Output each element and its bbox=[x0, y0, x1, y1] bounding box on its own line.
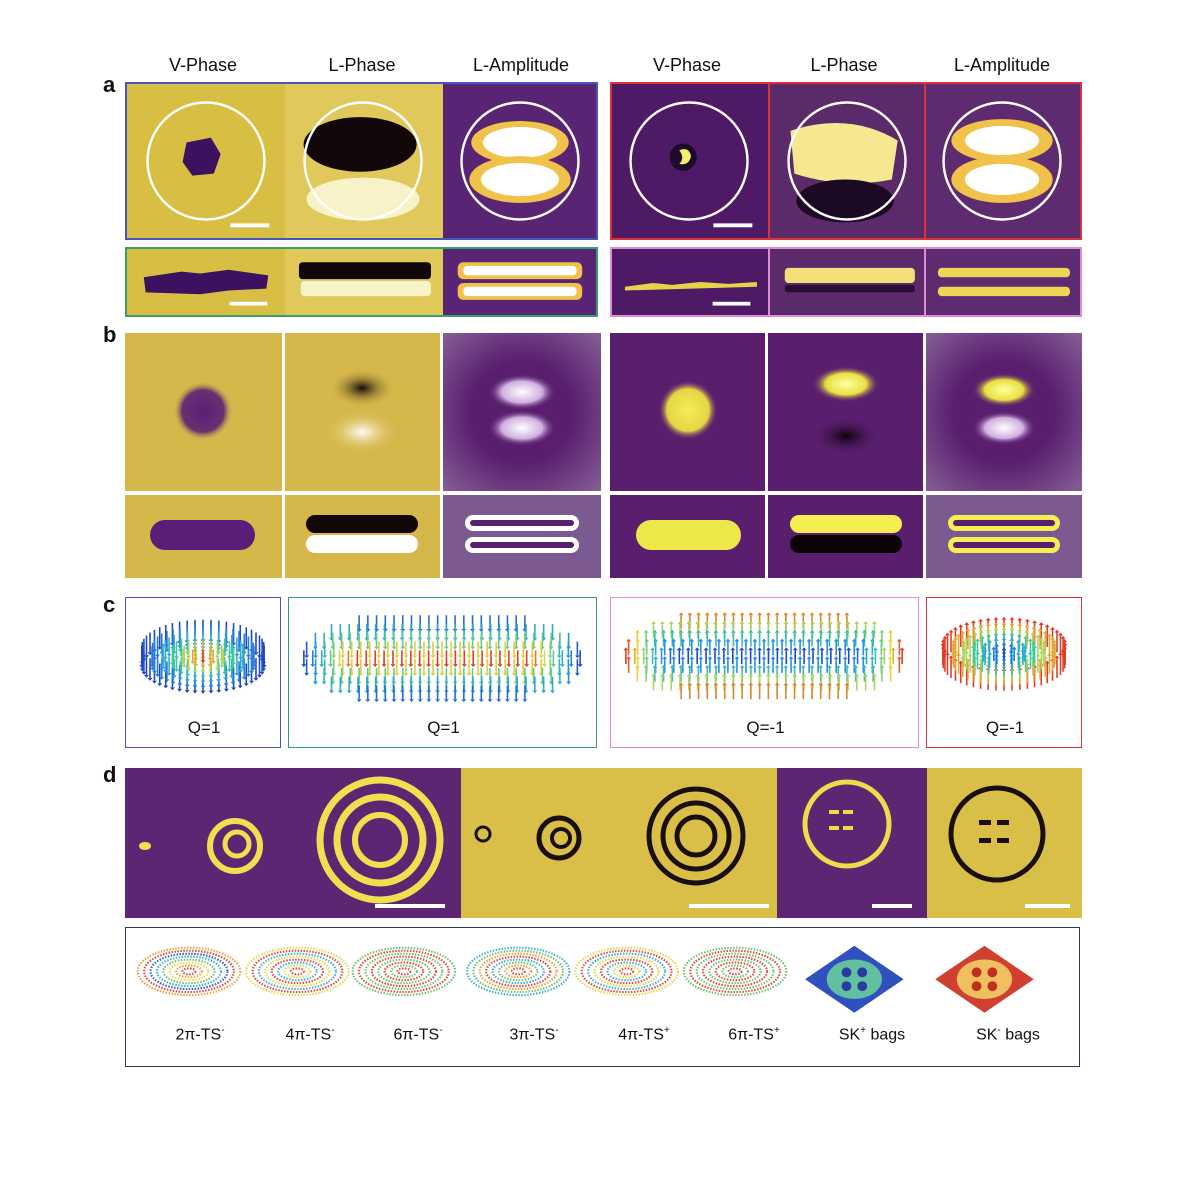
a-v-phase-antiskyrmion-tile bbox=[610, 82, 768, 240]
a-l-phase-antibimeron-tile bbox=[768, 247, 924, 317]
header-l-amplitude-right: L-Amplitude bbox=[953, 55, 1051, 75]
header-l-amplitude-left: L-Amplitude bbox=[472, 55, 570, 75]
b-l-amplitude-antibimeron-sim bbox=[926, 495, 1082, 578]
header-l-phase-right: L-Phase bbox=[810, 55, 878, 75]
d-label-0: 2π-TS- bbox=[175, 1025, 225, 1044]
d-image-sk-bag-pos bbox=[777, 768, 927, 918]
c-skyrmion-box bbox=[125, 597, 281, 748]
d-image-target-skyrmions-pos bbox=[461, 768, 777, 918]
a-l-amplitude-skyrmion-tile bbox=[443, 82, 598, 240]
c-antibimeron-spin-texture bbox=[623, 612, 905, 700]
panel-label-c: c bbox=[103, 592, 116, 617]
panel-label-d: d bbox=[103, 762, 117, 787]
d-image-sk-bag-neg bbox=[927, 768, 1082, 918]
c-bimeron-box bbox=[288, 597, 597, 748]
c-label-antibimeron: Q=-1 bbox=[746, 718, 785, 737]
a-v-phase-antibimeron-tile bbox=[610, 247, 768, 317]
a-l-amplitude-antibimeron-tile bbox=[924, 247, 1082, 317]
d-image-target-skyrmions-neg bbox=[125, 768, 461, 918]
d-label-2: 6π-TS- bbox=[393, 1025, 443, 1044]
a-v-phase-skyrmion-tile bbox=[125, 82, 285, 240]
d-label-3: 3π-TS- bbox=[509, 1025, 559, 1044]
c-antiskyrmion-spin-texture bbox=[940, 616, 1068, 691]
d-label-1: 4π-TS- bbox=[285, 1025, 335, 1044]
c-label-bimeron: Q=1 bbox=[427, 718, 460, 737]
d-topological-structures-box bbox=[125, 927, 1080, 1067]
a-v-phase-bimeron-tile bbox=[125, 247, 285, 317]
c-antiskyrmion-box bbox=[926, 597, 1082, 748]
panel-label-a: a bbox=[103, 72, 116, 97]
c-bimeron-spin-texture bbox=[301, 615, 583, 703]
d-label-7: SK- bags bbox=[976, 1025, 1040, 1044]
b-l-amplitude-bimeron-sim bbox=[443, 495, 601, 578]
d-label-6: SK+ bags bbox=[838, 1025, 906, 1044]
c-skyrmion-spin-texture bbox=[139, 619, 267, 694]
a-l-amplitude-antiskyrmion-tile bbox=[924, 82, 1082, 240]
d-spin-texture-schematics bbox=[136, 945, 1034, 1013]
header-l-phase-left: L-Phase bbox=[328, 55, 396, 75]
c-label-skyrmion: Q=1 bbox=[187, 718, 221, 737]
b-l-phase-antiskyrmion-sim bbox=[768, 333, 923, 491]
panel-label-b: b bbox=[103, 322, 117, 347]
header-v-phase-right: V-Phase bbox=[652, 55, 722, 75]
d-label-5: 6π-TS+ bbox=[728, 1025, 780, 1044]
a-l-amplitude-bimeron-tile bbox=[443, 247, 598, 317]
c-label-antiskyrmion: Q=-1 bbox=[985, 718, 1025, 737]
c-antibimeron-box bbox=[610, 597, 919, 748]
a-l-phase-bimeron-tile bbox=[285, 247, 443, 317]
d-label-4: 4π-TS+ bbox=[618, 1025, 670, 1044]
a-l-phase-antiskyrmion-tile bbox=[768, 82, 924, 240]
a-l-phase-skyrmion-tile bbox=[285, 82, 443, 240]
header-v-phase-left: V-Phase bbox=[168, 55, 238, 75]
